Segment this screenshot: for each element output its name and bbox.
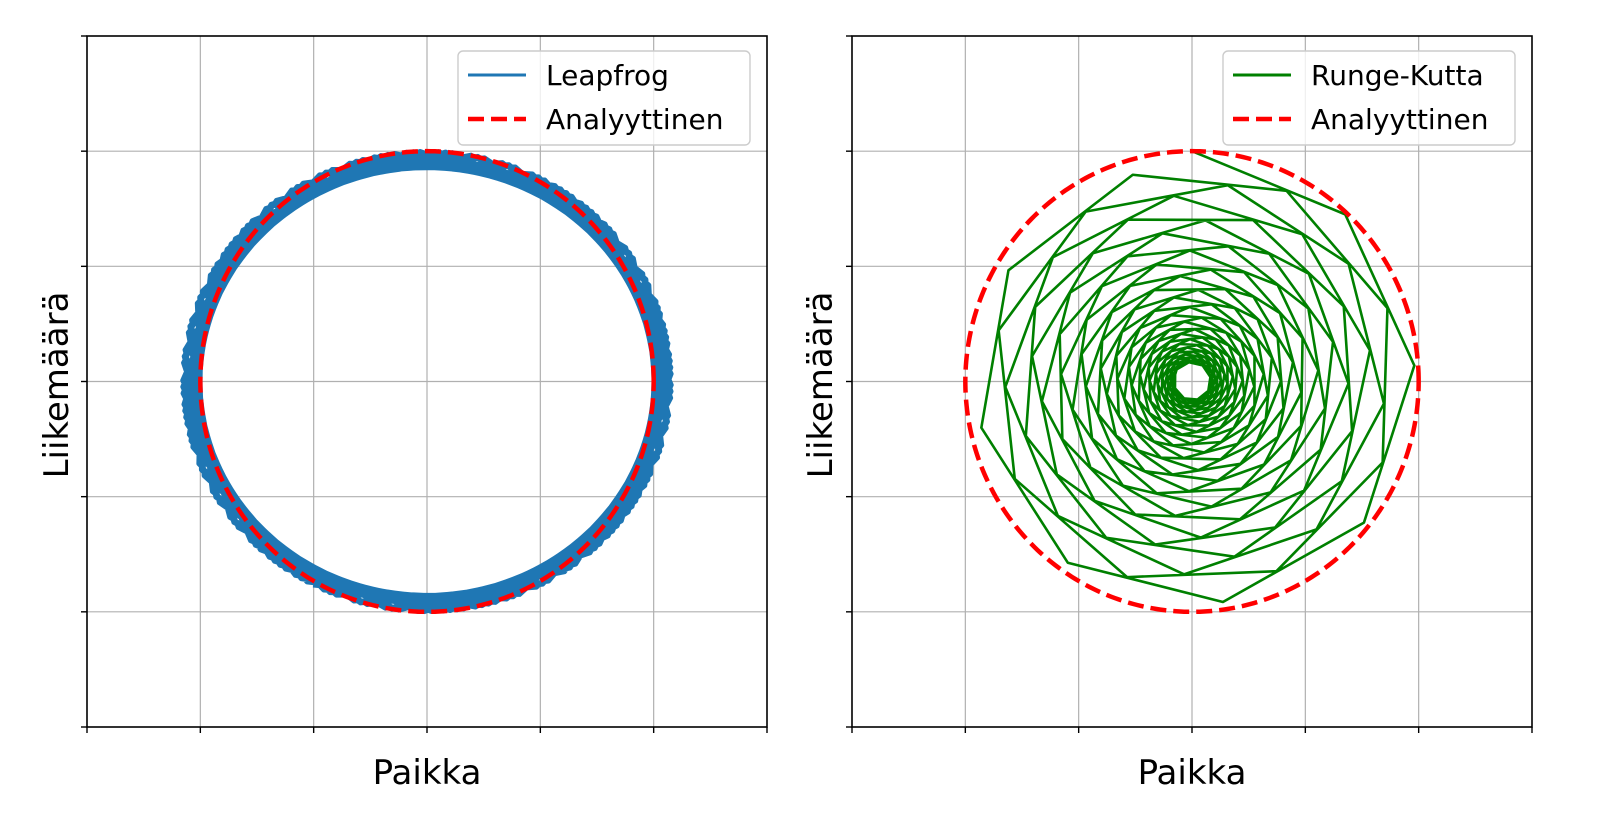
panel-right-ylabel: Liikemäärä bbox=[801, 292, 841, 479]
series-line-analyyttinen bbox=[963, 148, 1421, 615]
panel-left: Liikemäärä Paikka Leapfrog Analyyttinen bbox=[37, 35, 768, 793]
series-line-analyyttinen bbox=[198, 148, 656, 615]
legend-box bbox=[1222, 50, 1516, 146]
legend-label: Runge-Kutta bbox=[1311, 59, 1484, 92]
series-line-runge-kutta bbox=[980, 149, 1416, 604]
panel-left-ylabel: Liikemäärä bbox=[37, 292, 77, 479]
panel-right-xlabel: Paikka bbox=[1138, 753, 1247, 793]
panel-left-xlabel: Paikka bbox=[373, 753, 482, 793]
legend-label: Analyyttinen bbox=[546, 103, 723, 136]
legend-label: Leapfrog bbox=[546, 59, 669, 92]
legend-label: Analyyttinen bbox=[1311, 103, 1488, 136]
legend-box bbox=[457, 50, 751, 146]
panel-right: Liikemäärä Paikka Runge-Kutta Analyyttine… bbox=[801, 35, 1533, 793]
